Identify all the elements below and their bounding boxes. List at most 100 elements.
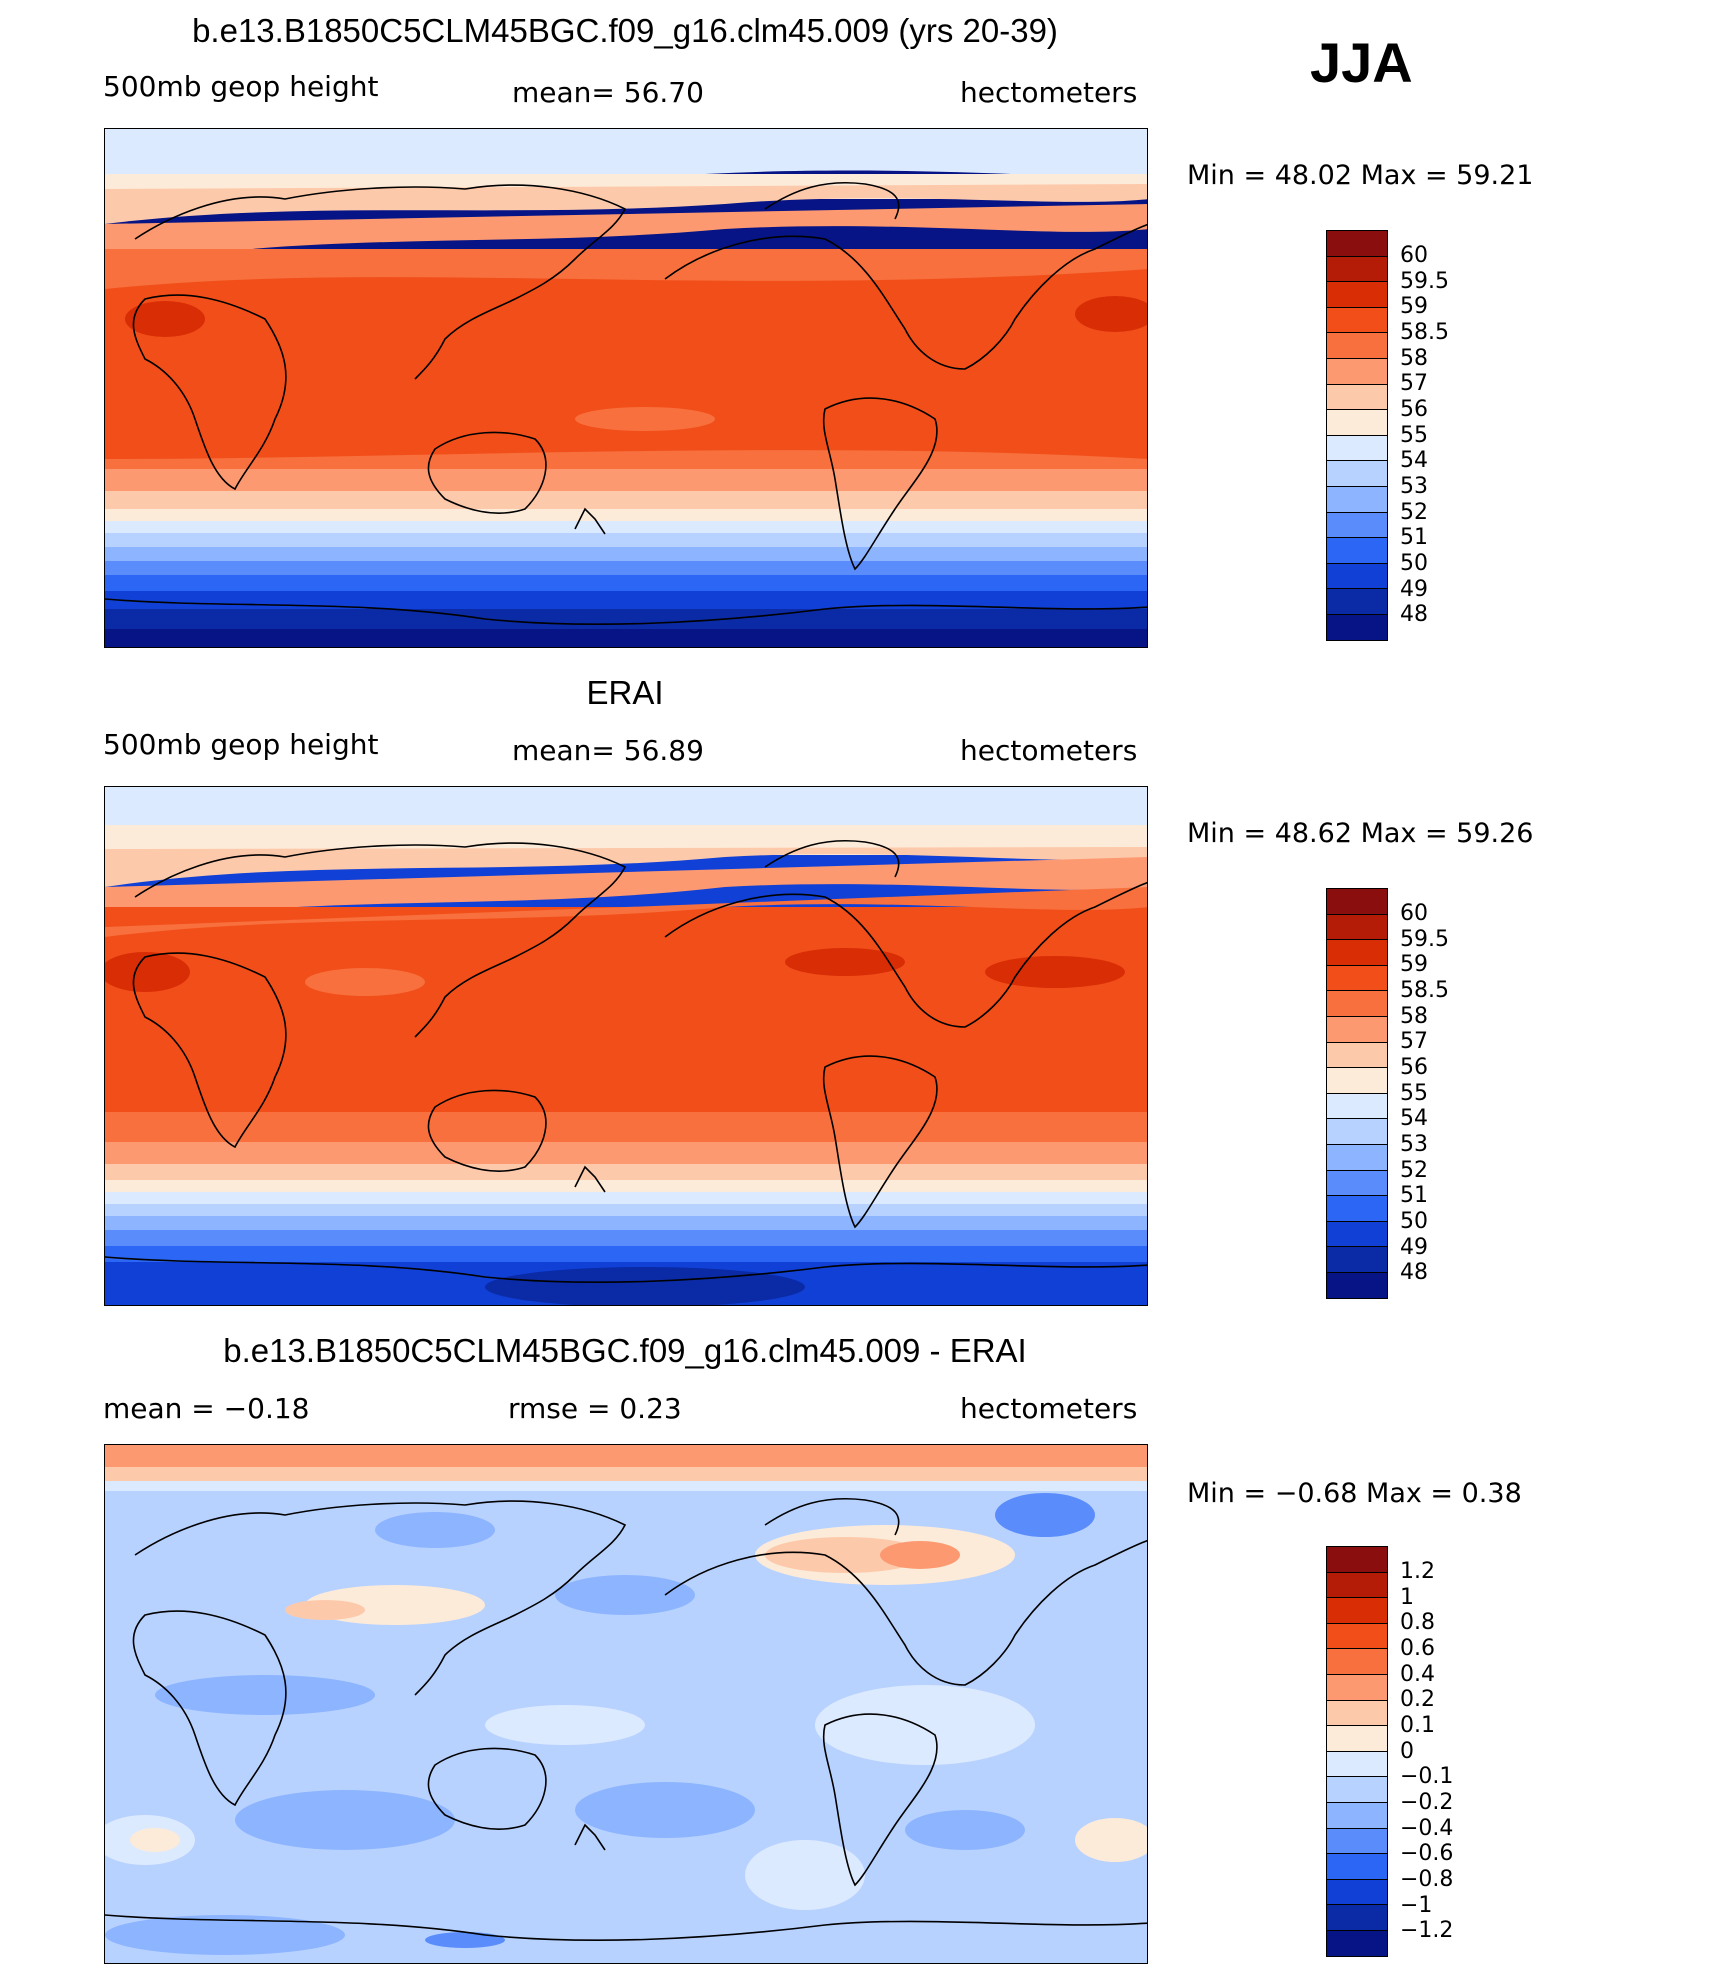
panel-1-level-13: 49 xyxy=(1400,577,1428,602)
panel-3-swatch-15 xyxy=(1326,1930,1388,1957)
panel-2-level-8: 54 xyxy=(1400,1106,1428,1131)
panel-1-swatch-2 xyxy=(1326,282,1388,308)
panel-3-level-5: 0.2 xyxy=(1400,1687,1435,1712)
panel-3-title: b.e13.B1850C5CLM45BGC.f09_g16.clm45.009 … xyxy=(223,1332,1027,1369)
panel-3-level-4: 0.4 xyxy=(1400,1662,1435,1687)
panel-1-level-10: 52 xyxy=(1400,500,1428,525)
panel-2-swatch-15 xyxy=(1326,1272,1388,1299)
panel-3-swatch-9 xyxy=(1326,1777,1388,1803)
panel-3-map xyxy=(104,1444,1148,1964)
panel-2-swatch-1 xyxy=(1326,914,1388,941)
panel-1-level-4: 58 xyxy=(1400,346,1428,371)
panel-3-units-label: hectometers xyxy=(960,1392,1138,1425)
panel-1-level-12: 50 xyxy=(1400,551,1428,576)
panel-3-level-0: 1.2 xyxy=(1400,1559,1435,1584)
panel-1-coastlines xyxy=(105,181,1147,625)
panel-1-level-2: 59 xyxy=(1400,294,1428,319)
panel-2-variable-label: 500mb geop height xyxy=(103,728,379,761)
panel-2-colorbar xyxy=(1326,888,1388,1299)
panel-1-swatch-8 xyxy=(1326,435,1388,462)
panel-1-swatch-14 xyxy=(1326,589,1388,615)
panel-3-swatch-1 xyxy=(1326,1572,1388,1599)
panel-2-swatch-7 xyxy=(1326,1068,1388,1094)
panel-3-level-2: 0.8 xyxy=(1400,1610,1435,1635)
panel-1-swatch-5 xyxy=(1326,358,1388,385)
panel-3-level-6: 0.1 xyxy=(1400,1713,1435,1738)
panel-2-level-5: 57 xyxy=(1400,1029,1428,1054)
panel-1-minmax: Min = 48.02 Max = 59.21 xyxy=(1187,160,1534,191)
panel-2-level-11: 51 xyxy=(1400,1183,1428,1208)
panel-2-title: ERAI xyxy=(586,674,664,711)
panel-3-swatch-4 xyxy=(1326,1649,1388,1675)
panel-1-units-label: hectometers xyxy=(960,76,1138,109)
panel-2-coastlines xyxy=(105,839,1147,1283)
panel-1-swatch-12 xyxy=(1326,538,1388,564)
panel-2-swatch-12 xyxy=(1326,1196,1388,1222)
panel-1-swatch-0 xyxy=(1326,230,1388,257)
panel-3-level-10: −0.4 xyxy=(1400,1816,1454,1841)
panel-1-swatch-6 xyxy=(1326,384,1388,411)
panel-1-swatch-15 xyxy=(1326,614,1388,641)
panel-1-swatch-9 xyxy=(1326,461,1388,487)
panel-3-swatch-7 xyxy=(1326,1726,1388,1752)
panel-2-level-1: 59.5 xyxy=(1400,927,1449,952)
panel-1-level-3: 58.5 xyxy=(1400,320,1449,345)
panel-2-units-label: hectometers xyxy=(960,734,1138,767)
panel-1-swatch-10 xyxy=(1326,486,1388,513)
panel-1-swatch-13 xyxy=(1326,563,1388,590)
panel-2-level-12: 50 xyxy=(1400,1209,1428,1234)
season-label: JJA xyxy=(1310,31,1413,94)
panel-1-level-7: 55 xyxy=(1400,423,1428,448)
panel-3-swatch-11 xyxy=(1326,1828,1388,1855)
panel-2-level-10: 52 xyxy=(1400,1158,1428,1183)
panel-3-swatch-0 xyxy=(1326,1546,1388,1573)
panel-2-level-13: 49 xyxy=(1400,1235,1428,1260)
panel-1-level-6: 56 xyxy=(1400,397,1428,422)
panel-2-swatch-13 xyxy=(1326,1221,1388,1248)
panel-1-level-8: 54 xyxy=(1400,448,1428,473)
panel-1-swatch-11 xyxy=(1326,512,1388,539)
panel-2-swatch-6 xyxy=(1326,1042,1388,1069)
panel-2-swatch-11 xyxy=(1326,1170,1388,1197)
panel-2-level-2: 59 xyxy=(1400,952,1428,977)
panel-2-level-4: 58 xyxy=(1400,1004,1428,1029)
panel-1-colorbar xyxy=(1326,230,1388,641)
panel-1-level-11: 51 xyxy=(1400,525,1428,550)
panel-3-mean-label: mean = −0.18 xyxy=(103,1392,310,1425)
panel-1-swatch-7 xyxy=(1326,410,1388,436)
panel-1-swatch-3 xyxy=(1326,307,1388,334)
panel-3-level-8: −0.1 xyxy=(1400,1764,1454,1789)
panel-2-swatch-9 xyxy=(1326,1119,1388,1145)
panel-1-level-0: 60 xyxy=(1400,243,1428,268)
panel-3-swatch-5 xyxy=(1326,1674,1388,1701)
panel-3-level-7: 0 xyxy=(1400,1739,1414,1764)
panel-2-level-7: 55 xyxy=(1400,1081,1428,1106)
panel-3-swatch-2 xyxy=(1326,1598,1388,1624)
panel-1-level-1: 59.5 xyxy=(1400,269,1449,294)
panel-1-swatch-1 xyxy=(1326,256,1388,283)
panel-3-level-3: 0.6 xyxy=(1400,1636,1435,1661)
panel-3-level-11: −0.6 xyxy=(1400,1841,1454,1866)
panel-3-minmax: Min = −0.68 Max = 0.38 xyxy=(1187,1478,1522,1509)
panel-3-swatch-8 xyxy=(1326,1751,1388,1778)
panel-2-swatch-3 xyxy=(1326,965,1388,992)
panel-3-swatch-13 xyxy=(1326,1879,1388,1906)
panel-3-rmse-label: rmse = 0.23 xyxy=(508,1392,682,1425)
panel-1-map xyxy=(104,128,1148,648)
panel-3-level-12: −0.8 xyxy=(1400,1867,1454,1892)
panel-2-level-0: 60 xyxy=(1400,901,1428,926)
panel-2-map-svg xyxy=(105,787,1147,1305)
panel-2-level-6: 56 xyxy=(1400,1055,1428,1080)
panel-3-swatch-14 xyxy=(1326,1905,1388,1931)
panel-2-swatch-8 xyxy=(1326,1093,1388,1120)
panel-1-level-14: 48 xyxy=(1400,602,1428,627)
panel-3-level-13: −1 xyxy=(1400,1893,1433,1918)
panel-2-swatch-5 xyxy=(1326,1016,1388,1043)
panel-2-level-14: 48 xyxy=(1400,1260,1428,1285)
panel-3-swatch-12 xyxy=(1326,1854,1388,1880)
panel-3-colorbar xyxy=(1326,1546,1388,1957)
panel-2-swatch-14 xyxy=(1326,1247,1388,1273)
panel-1-map-svg xyxy=(105,129,1147,647)
panel-2-swatch-2 xyxy=(1326,940,1388,966)
panel-3-swatch-10 xyxy=(1326,1802,1388,1829)
